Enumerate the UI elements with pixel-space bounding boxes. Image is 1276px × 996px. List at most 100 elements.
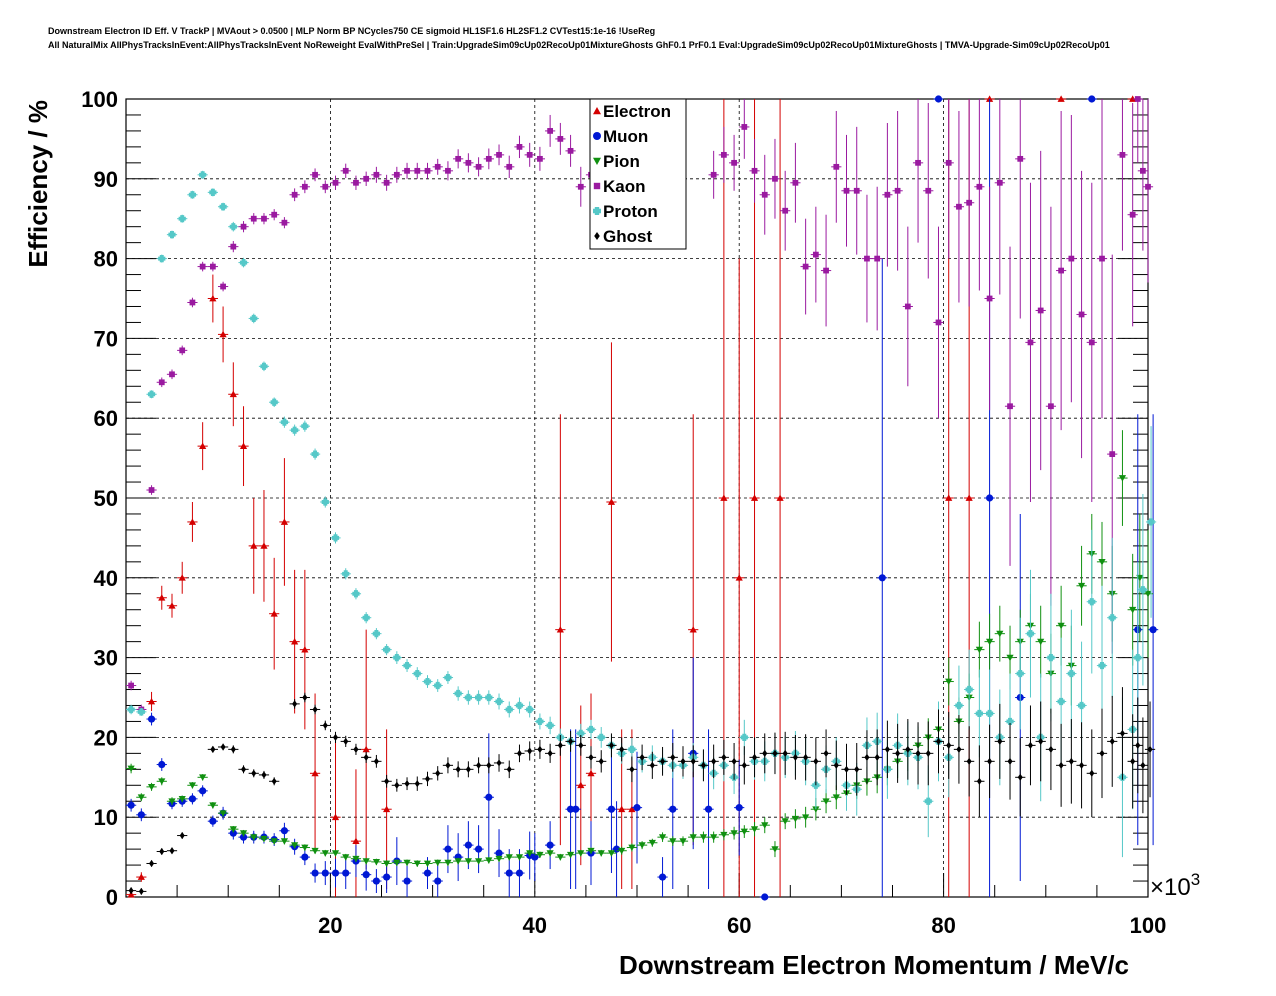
pion-point [187, 782, 198, 789]
proton-marker [495, 697, 503, 706]
kaon-point [534, 146, 546, 171]
muon-marker [515, 869, 524, 877]
proton-marker [474, 693, 483, 702]
ghost-point [800, 734, 811, 781]
kaon-marker [250, 215, 257, 222]
electron-marker [985, 95, 994, 102]
proton-marker [423, 677, 432, 686]
kaon-marker [322, 183, 329, 190]
proton-point [412, 667, 423, 680]
kaon-marker [199, 263, 206, 270]
pion-point [769, 841, 781, 858]
ghost-marker [578, 741, 584, 749]
kaon-point [453, 149, 464, 169]
chart-title-line2: All NaturalMix AllPhysTracksInEvent:AllP… [48, 40, 1110, 50]
ghost-point [381, 774, 392, 788]
kaon-marker [1037, 307, 1044, 314]
ghost-point [350, 743, 362, 755]
electron-marker [689, 626, 697, 633]
pion-point [585, 847, 597, 855]
pion-marker [1057, 622, 1065, 630]
proton-marker [485, 693, 493, 702]
kaon-point [126, 680, 137, 691]
ghost-point [534, 739, 546, 759]
ghost-marker [261, 771, 267, 779]
pion-marker [556, 854, 564, 861]
pion-point [524, 849, 535, 857]
pion-marker [362, 858, 370, 865]
pion-marker [454, 858, 462, 865]
proton-marker [219, 203, 227, 211]
kaon-marker [353, 179, 359, 186]
ghost-point [974, 745, 985, 818]
kaon-point [156, 377, 167, 388]
legend-marker-ghost [594, 232, 600, 240]
kaon-point [1015, 99, 1026, 319]
proton-marker [1108, 614, 1116, 622]
kaon-marker [475, 163, 482, 170]
ghost-point [432, 766, 443, 781]
ghost-marker [874, 753, 880, 761]
electron-point [177, 561, 188, 594]
proton-point [514, 697, 525, 714]
ghost-marker [1135, 741, 1141, 749]
electron-marker [168, 602, 176, 609]
pion-point [667, 836, 678, 846]
ghost-marker [343, 737, 349, 745]
kaon-marker [1058, 267, 1065, 274]
proton-point [146, 390, 157, 399]
ghost-marker [179, 831, 185, 840]
proton-point [207, 188, 218, 197]
ghost-point [596, 750, 607, 773]
kaon-point [923, 102, 934, 279]
kaon-marker [230, 243, 237, 250]
ghost-marker [987, 757, 993, 765]
kaon-point [851, 126, 862, 255]
ghost-point [964, 726, 975, 797]
muon-marker [403, 877, 411, 885]
pion-marker [321, 850, 329, 857]
ghost-point [831, 740, 842, 791]
legend-label-kaon: Kaon [603, 177, 646, 196]
kaon-point [514, 135, 525, 159]
electron-marker [352, 837, 360, 845]
pion-marker [485, 857, 493, 864]
proton-point [1045, 593, 1057, 722]
ghost-marker [762, 749, 768, 757]
kaon-marker [128, 682, 134, 689]
electron-point [217, 306, 229, 363]
pion-point [207, 802, 218, 809]
electron-point [238, 406, 249, 487]
pion-point [156, 777, 167, 786]
proton-point [422, 675, 433, 688]
legend-label-proton: Proton [603, 202, 658, 221]
ghost-marker [915, 749, 921, 757]
pion-point [1134, 513, 1145, 642]
ghost-marker [1089, 769, 1095, 777]
kaon-point [769, 138, 781, 219]
pion-marker [158, 778, 166, 785]
proton-marker [239, 258, 248, 267]
pion-marker [526, 850, 534, 857]
kaon-point [1117, 99, 1128, 251]
y-tick-label: 60 [94, 406, 118, 431]
ghost-point [228, 745, 239, 754]
muon-marker [607, 805, 616, 813]
electron-point [146, 691, 157, 712]
kaon-marker [996, 179, 1003, 186]
pion-marker [802, 814, 810, 821]
muon-point [432, 865, 443, 897]
ghost-point [861, 730, 873, 785]
proton-marker [526, 705, 534, 714]
ghost-marker [424, 775, 431, 783]
pion-marker [1144, 590, 1152, 598]
kaon-marker [966, 199, 973, 206]
electron-marker [945, 494, 953, 501]
kaon-point [831, 110, 842, 223]
muon-marker [383, 873, 391, 881]
ghost-point [708, 744, 719, 779]
ghost-point [289, 699, 300, 709]
x-tick-label: 100 [1130, 913, 1167, 938]
proton-point [217, 202, 229, 211]
pion-point [197, 774, 208, 781]
